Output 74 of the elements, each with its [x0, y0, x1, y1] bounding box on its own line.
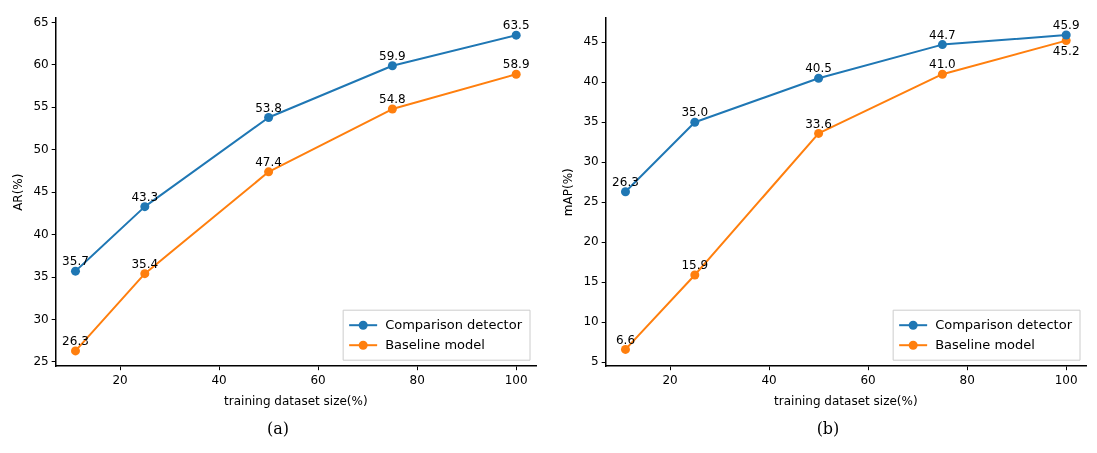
point [814, 128, 824, 138]
point [1061, 30, 1071, 40]
point [814, 73, 824, 83]
text: (a) [266, 419, 290, 438]
data-label: 59.9 [379, 48, 406, 63]
legend-label: Comparison detector [935, 316, 1073, 332]
data-label: 45.9 [1052, 18, 1080, 33]
data-label: 35.7 [62, 254, 89, 269]
x-tick-label: 40 [211, 372, 227, 387]
data-label: 41.0 [929, 57, 956, 72]
x-tick-label: 20 [662, 372, 678, 387]
point [690, 117, 700, 127]
y-axis-title: mAP(%) [561, 168, 576, 217]
y-tick-label: 60 [33, 57, 49, 72]
data-label: 35.4 [131, 256, 159, 271]
x-tick-label: 20 [112, 372, 128, 387]
y-tick-label: 20 [583, 234, 599, 249]
y-tick-label: 45 [33, 184, 49, 199]
y-tick-label: 25 [583, 194, 599, 209]
y-tick-label: 10 [583, 314, 599, 329]
legend-label: Baseline model [385, 336, 485, 352]
y-axis-title: AR(%) [11, 173, 26, 211]
y-tick-label: 25 [33, 354, 49, 369]
point [70, 266, 80, 276]
data-label: 33.6 [805, 116, 832, 131]
point [387, 61, 397, 71]
point [264, 113, 274, 123]
data-label: 35.0 [681, 105, 709, 120]
y-tick-label: 15 [583, 274, 599, 289]
legend-label: Baseline model [935, 336, 1035, 352]
y-tick-label: 35 [33, 269, 49, 284]
x-tick-label: 100 [1054, 372, 1078, 387]
x-tick-label: 60 [310, 372, 326, 387]
data-label: 53.8 [255, 100, 282, 115]
data-label: 47.4 [255, 154, 282, 169]
point [140, 202, 150, 212]
point [140, 269, 150, 279]
x-axis-title: training dataset size(%) [774, 393, 918, 408]
x-axis-title: training dataset size(%) [224, 393, 368, 408]
data-label: 45.2 [1052, 43, 1080, 58]
y-tick-label: 55 [33, 99, 49, 114]
y-tick-label: 30 [583, 154, 599, 169]
legend-label: Comparison detector [385, 316, 523, 332]
data-label: 58.9 [502, 57, 530, 72]
point [937, 69, 947, 79]
data-label: 63.5 [502, 18, 530, 33]
data-label: 6.6 [615, 332, 636, 347]
x-tick-label: 40 [761, 372, 777, 387]
x-tick-label: 80 [409, 372, 425, 387]
y-tick-label: 5 [591, 354, 599, 369]
point [937, 40, 947, 50]
point [511, 69, 521, 79]
y-tick-label: 40 [583, 74, 599, 89]
y-tick-label: 45 [583, 34, 599, 49]
y-tick-label: 40 [33, 226, 49, 241]
x-tick-label: 60 [860, 372, 876, 387]
data-label: 43.3 [131, 189, 159, 204]
point [511, 30, 521, 40]
y-tick-label: 30 [33, 311, 49, 326]
y-tick-label: 35 [583, 114, 599, 129]
y-tick-label: 65 [33, 14, 49, 29]
x-tick-label: 80 [959, 372, 975, 387]
point [387, 104, 397, 114]
data-label: 44.7 [929, 27, 956, 42]
text: (b) [815, 419, 841, 438]
data-label: 54.8 [379, 92, 406, 107]
point [264, 167, 274, 177]
y-tick-label: 50 [33, 141, 49, 156]
x-tick-label: 100 [504, 372, 528, 387]
data-label: 40.5 [805, 61, 832, 76]
point [620, 187, 630, 197]
point [620, 344, 630, 354]
point [690, 270, 700, 280]
point [70, 346, 80, 356]
